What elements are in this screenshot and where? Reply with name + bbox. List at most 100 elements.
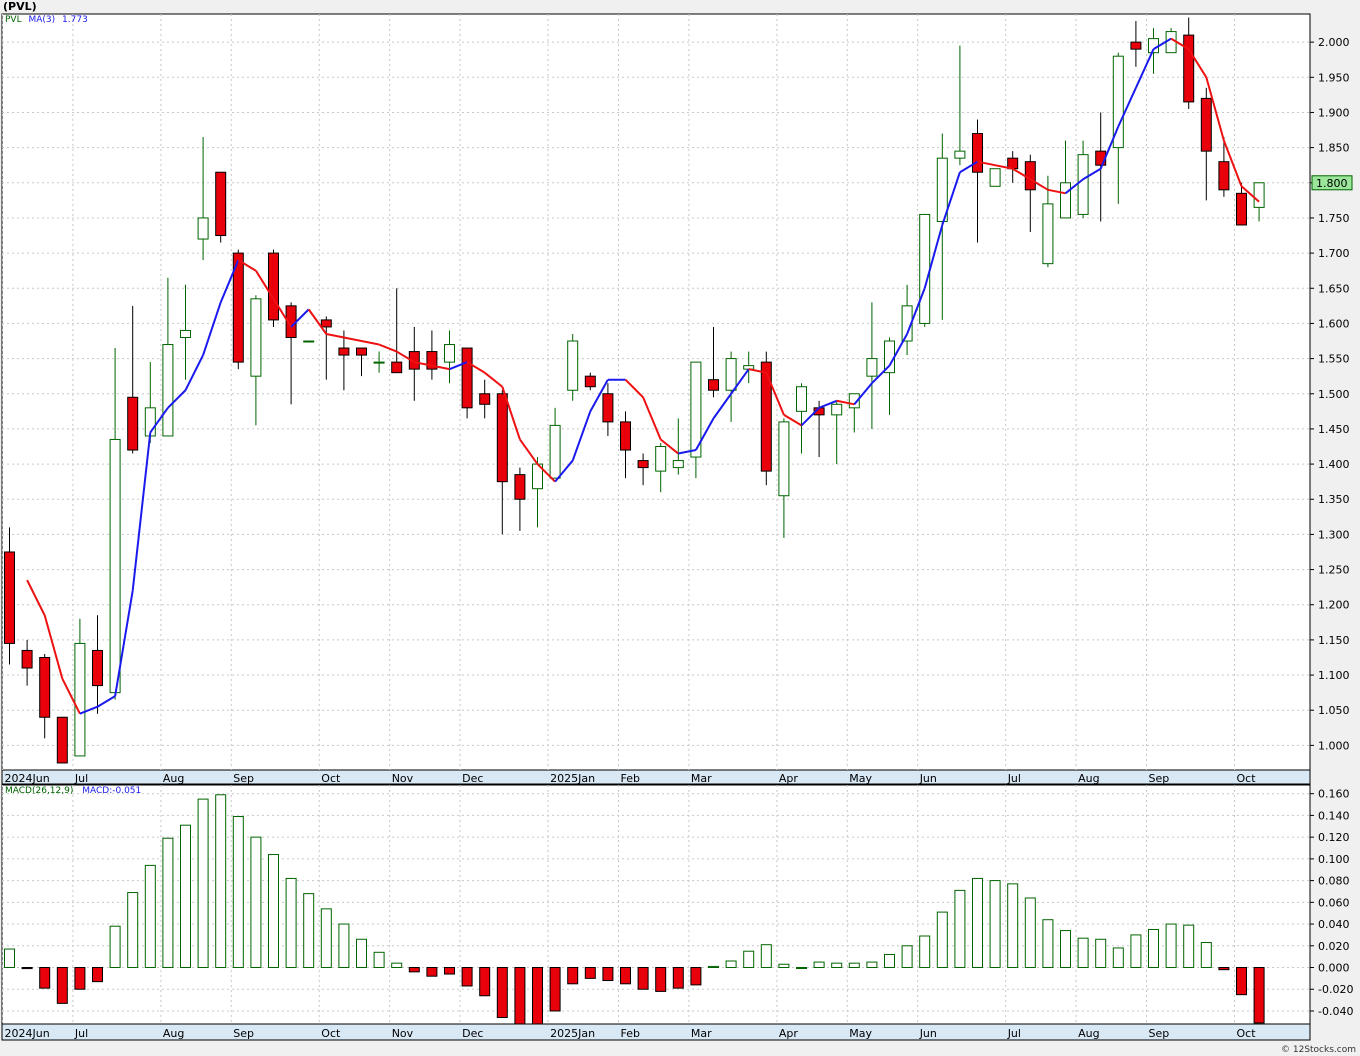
candle-body (1165, 31, 1177, 54)
candle-body (250, 298, 262, 377)
macd-month-axis (1, 1023, 1311, 1041)
ma-segment (836, 399, 855, 406)
macd-bar-negative (1253, 967, 1265, 1024)
macd-bar-positive (162, 837, 174, 969)
ma-segment (977, 160, 996, 167)
month-label: Mar (691, 1027, 712, 1040)
macd-legend-label: MACD(26,12,9) (5, 786, 74, 796)
macd-tick-label: 0.060 (1318, 896, 1350, 909)
macd-bar-negative (567, 967, 579, 985)
ma-segment (519, 438, 539, 465)
ma-segment (431, 364, 450, 371)
candle-up (672, 418, 684, 475)
candle-down (21, 639, 33, 686)
price-legend: PVL MA(3) 1.773 (5, 15, 88, 25)
macd-bar-positive (1200, 942, 1212, 969)
macd-bar-positive (1095, 938, 1107, 969)
macd-bar-negative (549, 967, 561, 1012)
ma-segment (536, 463, 556, 483)
candle-down (127, 305, 139, 454)
month-label: Aug (163, 1027, 184, 1040)
ma-segment (378, 343, 398, 353)
macd-bar-negative (514, 967, 526, 1025)
macd-bar-positive (919, 935, 931, 969)
candle-body (4, 551, 15, 644)
ma-line (26, 37, 1260, 715)
ma-segment (149, 407, 169, 434)
candle-up (796, 383, 807, 454)
ma-segment (624, 378, 644, 398)
macd-bar-negative (655, 967, 667, 992)
macd-tick-label: 0.120 (1318, 831, 1350, 844)
price-tick-label: 1.450 (1318, 423, 1350, 436)
candle-up (655, 442, 667, 493)
candle-body (21, 649, 33, 669)
candle-body (1112, 55, 1124, 149)
macd-bar-positive (373, 951, 385, 969)
month-label: Aug (163, 772, 184, 785)
ma-segment (1187, 48, 1208, 78)
macd-bar-negative (637, 967, 649, 990)
candle-body (760, 361, 772, 472)
candle-body (162, 344, 174, 437)
ma-segment (1082, 167, 1102, 181)
month-label: Dec (462, 772, 483, 785)
macd-bar-positive (884, 953, 895, 969)
macd-bar-positive (989, 880, 1001, 969)
macd-tick-label: -0.020 (1318, 983, 1353, 996)
candle-body (461, 347, 473, 409)
ma-segment (994, 164, 1013, 170)
ma-segment (660, 438, 679, 455)
ma-segment (43, 615, 64, 679)
month-label: 2024Jun (5, 1027, 50, 1040)
macd-bar-positive (760, 944, 772, 969)
macd-bar-positive (972, 877, 983, 969)
ma-segment (96, 695, 116, 708)
last-price-marker: 1.800 (1311, 175, 1353, 191)
price-tick-label: 1.400 (1318, 458, 1350, 471)
candle-down (461, 347, 473, 419)
ma-segment (202, 302, 222, 356)
candle-body (56, 716, 68, 764)
month-label: Aug (1078, 1027, 1099, 1040)
macd-tick-label: -0.040 (1318, 1005, 1353, 1018)
candle-body (74, 642, 86, 757)
ma-segment (237, 259, 257, 272)
candle-up (197, 137, 209, 261)
candle-up (989, 168, 1001, 187)
macd-bar-positive (285, 877, 297, 969)
macd-gridlines: 0.160 0.140 0.120 0.100 0.080 0.060 0.040 0.020… (2, 788, 1353, 1018)
macd-tick-label: 0.080 (1318, 875, 1350, 888)
candle-body (215, 171, 227, 237)
candle-body (567, 340, 579, 391)
macd-bar-positive (144, 864, 156, 969)
candle-up (919, 213, 931, 327)
macd-bar-negative (1218, 967, 1230, 971)
macd-bar-positive (250, 836, 262, 969)
candle-body (690, 361, 702, 458)
candle-down (602, 383, 614, 436)
ma-segment (695, 417, 715, 451)
candle-up (444, 330, 455, 384)
candle-body (637, 460, 649, 469)
candle-body (180, 329, 191, 338)
macd-bar-negative (620, 967, 631, 985)
candle-down (4, 527, 15, 665)
candle-body (320, 319, 332, 328)
macd-bar-positive (954, 889, 966, 969)
price-panel (1, 13, 1311, 771)
candle-body (408, 351, 420, 370)
macd-bar-negative (479, 967, 491, 997)
month-label: Oct (321, 1027, 341, 1040)
candle-body (1253, 182, 1265, 208)
month-label: Sep (233, 1027, 254, 1040)
candle-down (1236, 182, 1247, 226)
price-gridlines: 1.000 1.050 1.100 1.150 1.200 1.250 1.300 1.350… (2, 36, 1350, 752)
candle-body (338, 347, 350, 356)
candle-down (215, 171, 227, 243)
macd-bar-positive (197, 798, 209, 969)
macd-tick-label: 0.100 (1318, 853, 1350, 866)
price-tick-label: 1.350 (1318, 493, 1350, 506)
month-label: Oct (1237, 1027, 1257, 1040)
